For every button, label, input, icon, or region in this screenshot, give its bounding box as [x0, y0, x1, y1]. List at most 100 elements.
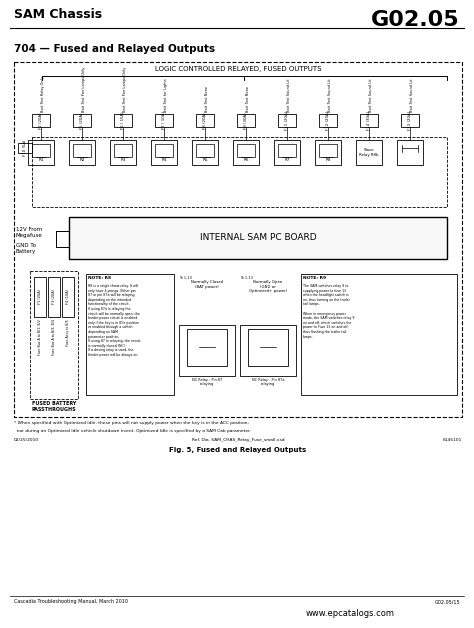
- Bar: [18, 143, 32, 153]
- Bar: [114, 114, 132, 127]
- Bar: [240, 325, 296, 376]
- Bar: [114, 144, 132, 157]
- Text: R2: R2: [79, 158, 85, 162]
- Bar: [192, 140, 218, 165]
- Bar: [73, 114, 91, 127]
- Bar: [315, 140, 341, 165]
- Text: F1 (20A): F1 (20A): [38, 290, 42, 305]
- Text: F4 (10A): F4 (10A): [66, 290, 70, 305]
- Text: www.epcatalogs.com: www.epcatalogs.com: [306, 609, 394, 618]
- Text: F14 (30A): F14 (30A): [367, 111, 371, 130]
- Text: Normally Closed
(BAT power): Normally Closed (BAT power): [191, 280, 223, 289]
- Text: Batt Test Sound Lit: Batt Test Sound Lit: [410, 78, 414, 112]
- Text: R4: R4: [161, 158, 167, 162]
- Text: Batt Test for Lights: Batt Test for Lights: [164, 78, 168, 112]
- Text: F5 (20A): F5 (20A): [80, 112, 84, 129]
- Bar: [151, 140, 177, 165]
- Text: INTERNAL SAM PC BOARD: INTERNAL SAM PC BOARD: [200, 234, 316, 242]
- Text: 12V From
Megafuse: 12V From Megafuse: [16, 227, 43, 238]
- Bar: [62, 277, 74, 317]
- Text: R6: R6: [243, 158, 249, 162]
- Text: Batt Test Sound Lit: Batt Test Sound Lit: [369, 78, 373, 112]
- Bar: [155, 114, 173, 127]
- Text: G02.05/15: G02.05/15: [434, 599, 460, 604]
- Bar: [32, 144, 50, 157]
- Bar: [187, 329, 227, 365]
- Bar: [278, 144, 296, 157]
- Text: Fig. 5, Fused and Relayed Outputs: Fig. 5, Fused and Relayed Outputs: [169, 447, 307, 453]
- Text: 02/25/2010: 02/25/2010: [14, 438, 39, 442]
- Bar: [32, 137, 447, 207]
- Bar: [356, 140, 382, 165]
- Bar: [196, 114, 214, 127]
- Text: Fuse Bus A to B/3; B/4: Fuse Bus A to B/3; B/4: [52, 319, 56, 355]
- Bar: [237, 114, 255, 127]
- Text: F2 (20A): F2 (20A): [39, 112, 43, 129]
- Text: F12 (20A): F12 (20A): [326, 111, 330, 130]
- Text: nor during an Optimized Idle vehicle shutdown event. Optimized Idle is specified: nor during an Optimized Idle vehicle shu…: [14, 429, 251, 433]
- Bar: [14, 62, 462, 417]
- Text: R1: R1: [38, 158, 44, 162]
- Bar: [397, 140, 423, 165]
- Bar: [179, 325, 235, 376]
- Bar: [360, 114, 378, 127]
- Bar: [73, 144, 91, 157]
- Bar: [69, 217, 447, 259]
- Bar: [48, 277, 60, 317]
- Text: F6 ( 15A): F6 ( 15A): [121, 112, 125, 129]
- Text: * When specified with Optimized Idle, these pins will not supply power when the : * When specified with Optimized Idle, th…: [14, 421, 249, 425]
- Text: LOGIC CONTROLLED RELAYED, FUSED OUTPUTS: LOGIC CONTROLLED RELAYED, FUSED OUTPUTS: [155, 66, 321, 72]
- Text: FUSED BATTERY
PASSTHROUGHS: FUSED BATTERY PASSTHROUGHS: [32, 401, 77, 412]
- Bar: [319, 144, 337, 157]
- Text: Fuse Bus A to B/1; B/2: Fuse Bus A to B/1; B/2: [38, 319, 42, 355]
- Text: To 1-13: To 1-13: [179, 276, 192, 280]
- Text: F9 (30A): F9 (30A): [244, 112, 248, 129]
- Text: F11 (20A): F11 (20A): [285, 111, 289, 130]
- Text: G02.05: G02.05: [371, 10, 460, 30]
- Bar: [155, 144, 173, 157]
- Text: Cascadia Troubleshooting Manual, March 2010: Cascadia Troubleshooting Manual, March 2…: [14, 599, 128, 604]
- Text: Batt Test Pwr Lamps Only: Batt Test Pwr Lamps Only: [82, 67, 86, 112]
- Bar: [278, 114, 296, 127]
- Text: NOTE: R9: NOTE: R9: [303, 276, 326, 280]
- Text: R3: R3: [120, 158, 126, 162]
- Text: Batt Test None: Batt Test None: [205, 86, 209, 112]
- Text: R8 is a single throw relay. It will
only have 4 prongs. Either pin
87 or pin 87a: R8 is a single throw relay. It will only…: [88, 284, 140, 357]
- Text: R8: R8: [325, 158, 331, 162]
- Text: NOTE: R8: NOTE: R8: [88, 276, 111, 280]
- Text: F7 ( 10A): F7 ( 10A): [162, 112, 166, 129]
- Text: Fuse Accy to B/5: Fuse Accy to B/5: [66, 319, 70, 346]
- Text: Batt Test Pwr Lamps Only: Batt Test Pwr Lamps Only: [123, 67, 127, 112]
- Text: Slave
Relay R8b: Slave Relay R8b: [359, 148, 379, 157]
- Text: SAM Chassis: SAM Chassis: [14, 8, 102, 21]
- Text: F8 (20A): F8 (20A): [203, 112, 207, 129]
- Bar: [233, 140, 259, 165]
- Bar: [401, 114, 419, 127]
- Text: Batt Test Sound Lit: Batt Test Sound Lit: [328, 78, 332, 112]
- Bar: [69, 140, 95, 165]
- Text: R7: R7: [284, 158, 290, 162]
- Text: Batt Test Sound Lit: Batt Test Sound Lit: [287, 78, 291, 112]
- Text: 6145101: 6145101: [443, 438, 462, 442]
- Bar: [110, 140, 136, 165]
- Text: GND To
Battery: GND To Battery: [16, 243, 36, 254]
- Bar: [32, 114, 50, 127]
- Text: The SAM switches relay 9 to
supplying power to fuse 13
when the headlight switch: The SAM switches relay 9 to supplying po…: [303, 284, 355, 338]
- Text: 704 — Fused and Relayed Outputs: 704 — Fused and Relayed Outputs: [14, 44, 215, 54]
- Text: NC Relay - Pin 87
relaying: NC Relay - Pin 87 relaying: [192, 377, 222, 386]
- Text: F13 (20A): F13 (20A): [408, 111, 412, 130]
- Bar: [301, 274, 457, 395]
- Text: To 1-13: To 1-13: [240, 276, 253, 280]
- Text: F3 (20A): F3 (20A): [52, 290, 56, 305]
- Bar: [237, 144, 255, 157]
- Text: Normally Open
(GND or
Optimized+ power): Normally Open (GND or Optimized+ power): [249, 280, 287, 293]
- Bar: [30, 271, 78, 399]
- Bar: [28, 140, 54, 165]
- Bar: [319, 114, 337, 127]
- Text: Batt Test Relay Only: Batt Test Relay Only: [41, 76, 45, 112]
- Text: NC Relay - Pin 87a
relaying: NC Relay - Pin 87a relaying: [252, 377, 284, 386]
- Text: R5: R5: [202, 158, 208, 162]
- Text: Ref. Dia. SAM_CHAS_Relay_Fuse_small.vsd: Ref. Dia. SAM_CHAS_Relay_Fuse_small.vsd: [191, 438, 284, 442]
- Bar: [34, 277, 46, 317]
- Bar: [248, 329, 288, 365]
